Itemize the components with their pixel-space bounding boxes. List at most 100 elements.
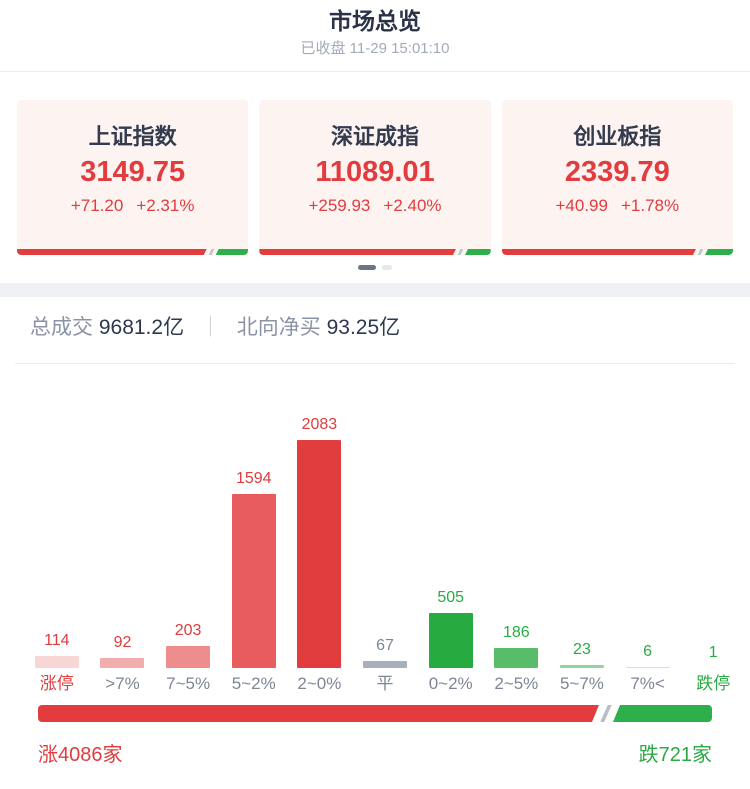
distribution-bar — [166, 646, 211, 668]
pagination-dot-active[interactable] — [358, 264, 376, 270]
slash-divider — [696, 249, 705, 255]
chart-column: 92 — [90, 633, 156, 668]
market-status-timestamp: 已收盘 11-29 15:01:10 — [300, 40, 450, 57]
decliners-count: 跌721家 — [638, 744, 712, 766]
distribution-bar — [494, 648, 539, 668]
index-change-percent: +2.40% — [383, 196, 442, 215]
index-value: 2339.79 — [564, 156, 670, 188]
chart-column: 1594 — [221, 469, 287, 668]
bar-value-label: 2083 — [301, 416, 338, 433]
index-card-shenzhen[interactable]: 深证成指 11089.01 +259.93 +2.40% — [259, 100, 491, 255]
northbound-value: 93.25亿 — [326, 316, 401, 339]
bar-category-label: 5~2% — [231, 674, 276, 693]
pagination-dot[interactable] — [382, 264, 392, 270]
bar-value-label: 6 — [643, 643, 653, 660]
slash-divider — [599, 705, 613, 722]
index-value: 11089.01 — [315, 156, 435, 188]
slash-stripe — [208, 249, 214, 255]
bar-value-label: 92 — [113, 634, 132, 651]
index-name: 创业板指 — [573, 124, 662, 149]
index-change: +259.93 +2.40% — [259, 196, 490, 216]
distribution-bar — [100, 658, 145, 668]
index-name: 上证指数 — [88, 124, 177, 149]
chart-column: 67 — [352, 636, 418, 668]
section-separator-band — [0, 283, 750, 297]
bar-category-label: 跌停 — [696, 674, 731, 693]
turnover-line: 总成交 9681.2亿 ｜ 北向净买 93.25亿 — [0, 297, 750, 363]
index-change-amount: +40.99 — [555, 196, 608, 215]
bar-category-label: 0~2% — [428, 674, 473, 693]
chart-column: 203 — [155, 621, 221, 668]
chart-column: 114 — [24, 631, 90, 668]
bar-category-label: 2~0% — [297, 674, 342, 693]
decline-segment — [215, 249, 249, 255]
bar-value-label: 67 — [376, 637, 394, 654]
page-title: 市场总览 — [329, 8, 421, 34]
index-change: +71.20 +2.31% — [17, 196, 248, 216]
decline-segment — [704, 249, 733, 255]
chart-column: 23 — [549, 640, 615, 668]
index-value: 3149.75 — [80, 156, 186, 188]
decline-segment — [464, 249, 491, 255]
distribution-bar — [625, 667, 670, 668]
bar-value-label: 23 — [573, 641, 591, 658]
turnover-label: 总成交 — [30, 316, 93, 339]
chart-column: 2083 — [287, 415, 353, 668]
index-change-amount: +259.93 — [308, 196, 371, 215]
bar-category-label: 平 — [376, 674, 394, 693]
chart-column: 186 — [483, 623, 549, 668]
slash-divider — [456, 249, 465, 255]
chart-column: 1 — [680, 643, 746, 668]
advancers-count: 涨4086家 — [38, 744, 123, 766]
bar-value-label: 114 — [44, 632, 70, 649]
bar-value-label: 505 — [437, 589, 465, 606]
chart-labels: 涨停 >7% 7~5% 5~2% 2~0% 平 0~2% 2~5% 5~7% 7%< 跌停 — [0, 674, 750, 694]
distribution-bar — [428, 613, 473, 668]
distribution-bar — [559, 665, 604, 668]
bar-category-label: >7% — [105, 674, 140, 693]
index-advance-decline-bar — [501, 249, 733, 255]
chart-column: 505 — [418, 588, 484, 668]
advance-segment — [502, 249, 696, 255]
bar-value-label: 203 — [174, 622, 202, 639]
turnover-separator: ｜ — [199, 316, 221, 339]
header: 市场总览 已收盘 11-29 15:01:10 — [0, 0, 750, 72]
bar-category-label: 涨停 — [39, 674, 74, 693]
distribution-bar — [297, 440, 342, 668]
advancers-segment — [38, 705, 599, 722]
advance-segment — [17, 249, 207, 255]
divider-line — [15, 363, 735, 364]
bar-value-label: 186 — [502, 624, 530, 641]
advance-decline-ratio-bar — [38, 705, 712, 722]
distribution-bar — [231, 494, 276, 668]
index-change: +40.99 +1.78% — [502, 196, 733, 216]
index-advance-decline-bar — [17, 249, 249, 255]
decliners-segment — [613, 705, 712, 722]
index-card-shanghai[interactable]: 上证指数 3149.75 +71.20 +2.31% — [17, 100, 249, 255]
advance-segment — [259, 249, 456, 255]
slash-stripe — [457, 249, 463, 255]
index-name: 深证成指 — [330, 124, 419, 149]
bar-category-label: 7%< — [630, 674, 665, 693]
bar-category-label: 5~7% — [559, 674, 604, 693]
index-cards: 上证指数 3149.75 +71.20 +2.31% 深证成指 11089.01… — [0, 72, 750, 255]
slash-divider — [207, 249, 216, 255]
index-change-percent: +1.78% — [620, 196, 680, 215]
distribution-bar — [363, 661, 408, 668]
slash-stripe — [697, 249, 703, 255]
bar-category-label: 7~5% — [166, 674, 211, 693]
index-change-amount: +71.20 — [70, 196, 124, 215]
slash-stripe — [600, 705, 612, 722]
index-card-chinext[interactable]: 创业板指 2339.79 +40.99 +1.78% — [501, 100, 733, 255]
carousel-pagination — [0, 264, 750, 270]
bar-value-label: 1 — [708, 644, 718, 661]
bar-category-label: 2~5% — [494, 674, 539, 693]
index-change-percent: +2.31% — [136, 196, 195, 215]
chart-bars: 114 92 203 1594 2083 67 505 186 23 6 1 — [0, 414, 750, 668]
chart-column: 6 — [615, 642, 681, 668]
distribution-bar — [34, 656, 79, 668]
northbound-label: 北向净买 — [236, 316, 321, 339]
turnover-value: 9681.2亿 — [98, 316, 185, 339]
bar-value-label: 1594 — [235, 470, 272, 487]
